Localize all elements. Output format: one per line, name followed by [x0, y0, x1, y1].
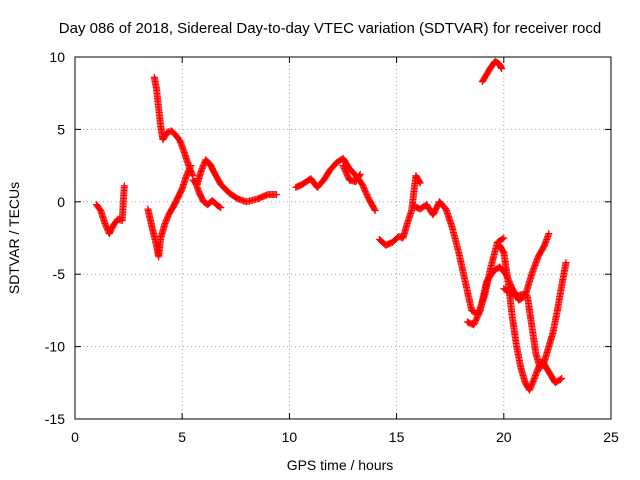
plot-frame [74, 56, 612, 420]
y-tick-label: 10 [49, 49, 65, 65]
data-point-seg7 [355, 171, 363, 179]
data-point-seg8 [416, 179, 424, 187]
y-axis-label: SDTVAR / TECUs [6, 182, 22, 294]
data-point-seg11 [558, 374, 566, 382]
y-tick-label: -15 [45, 411, 65, 427]
data-point-seg10 [545, 230, 553, 238]
data-point-seg8 [415, 178, 423, 186]
data-point-seg3 [188, 170, 196, 178]
x-tick-label: 20 [496, 429, 512, 445]
y-tick-label: -10 [45, 339, 65, 355]
data-point-seg9 [500, 234, 508, 242]
data-point-seg6 [370, 205, 378, 213]
data-point-seg13 [498, 65, 506, 73]
y-tick-labels: -15 -10 -5 0 5 10 [45, 49, 65, 427]
x-tick-label: 5 [178, 429, 186, 445]
x-tick-label: 15 [389, 429, 405, 445]
y-tick-label: 5 [57, 121, 65, 137]
data-point-seg11 [556, 375, 564, 383]
x-tick-label: 25 [603, 429, 619, 445]
x-tick-label: 0 [71, 429, 79, 445]
data-point-seg9 [499, 235, 507, 243]
x-axis-label: GPS time / hours [287, 457, 394, 473]
data-point-seg12 [562, 259, 570, 267]
chart-title: Day 086 of 2018, Sidereal Day-to-day VTE… [59, 20, 601, 37]
y-tick-label: -5 [53, 266, 66, 282]
data-point-seg4 [273, 191, 281, 199]
data-point-seg5 [216, 203, 224, 211]
x-tick-labels: 0 5 10 15 20 25 [71, 429, 619, 445]
data-point-seg1 [120, 182, 128, 190]
data-point-seg10 [476, 308, 484, 316]
data-point-seg7 [356, 170, 364, 178]
y-tick-label: 0 [57, 194, 65, 210]
data-point-seg6 [371, 206, 379, 214]
axis-ticks [74, 56, 612, 420]
data-point-seg5 [217, 204, 225, 212]
data-points [92, 57, 570, 394]
x-tick-label: 10 [282, 429, 298, 445]
